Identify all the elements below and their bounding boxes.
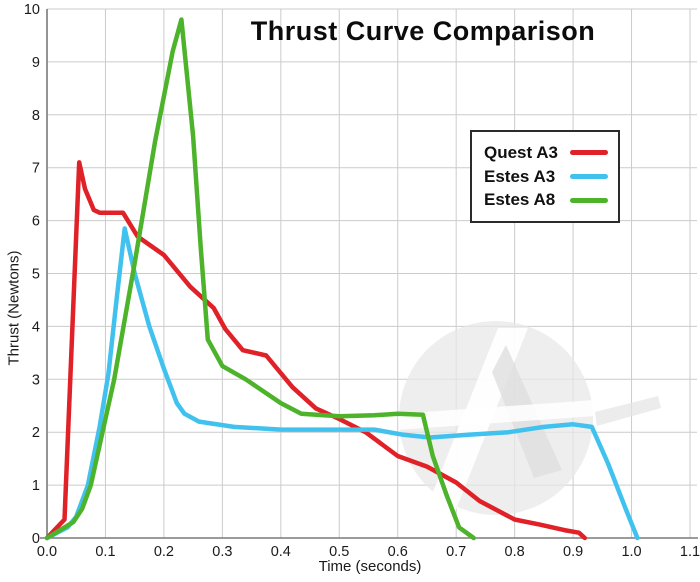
legend-row-quest-a3: Quest A3	[484, 141, 608, 165]
watermark-tail	[595, 396, 661, 426]
watermark-swoosh	[397, 397, 627, 430]
y-tick-label-1: 1	[32, 478, 40, 494]
x-tick-label-0.4: 0.4	[271, 544, 291, 560]
x-tick-label-0.0: 0.0	[37, 544, 57, 560]
y-tick-label-2: 2	[32, 425, 40, 441]
x-tick-label-1.1: 1.1	[680, 544, 700, 560]
y-tick-label-5: 5	[32, 267, 40, 283]
legend-label-estes-a3: Estes A3	[484, 166, 556, 186]
curve-estes-a8	[44, 17, 476, 541]
y-tick-label-0: 0	[32, 531, 40, 547]
chart-title: Thrust Curve Comparison	[250, 16, 596, 46]
legend-swatch-estes-a8	[570, 197, 608, 203]
legend-swatch-quest-a3	[570, 150, 608, 156]
legend-row-estes-a3: Estes A3	[484, 165, 608, 189]
x-tick-label-0.1: 0.1	[95, 544, 115, 560]
legend-swatch-estes-a3	[570, 174, 608, 179]
legend: Quest A3 Estes A3 Estes A8	[470, 130, 620, 223]
y-tick-label-3: 3	[32, 372, 40, 388]
y-tick-label-9: 9	[32, 55, 40, 71]
x-tick-label-0.6: 0.6	[388, 544, 408, 560]
legend-label-quest-a3: Quest A3	[484, 142, 559, 162]
y-tick-label-4: 4	[32, 319, 40, 335]
curve-estes-a3	[44, 226, 640, 541]
x-tick-label-0.8: 0.8	[505, 544, 525, 560]
y-tick-label-8: 8	[32, 108, 40, 124]
x-axis-label: Time (seconds)	[318, 558, 422, 575]
x-tick-label-0.5: 0.5	[329, 544, 349, 560]
x-tick-label-0.7: 0.7	[446, 544, 466, 560]
x-tick-label-0.9: 0.9	[563, 544, 583, 560]
x-tick-label-0.2: 0.2	[154, 544, 174, 560]
y-tick-label-7: 7	[32, 161, 40, 177]
y-axis-label: Thrust (Newtons)	[5, 250, 23, 366]
curve-quest-a3	[44, 160, 588, 541]
legend-label-estes-a8: Estes A8	[484, 190, 556, 210]
x-tick-label-1.0: 1.0	[621, 544, 641, 560]
x-tick-label-0.3: 0.3	[212, 544, 232, 560]
watermark-logo	[397, 321, 661, 515]
y-tick-label-10: 10	[24, 2, 40, 18]
legend-row-estes-a8: Estes A8	[484, 188, 608, 212]
y-tick-label-6: 6	[32, 214, 40, 230]
